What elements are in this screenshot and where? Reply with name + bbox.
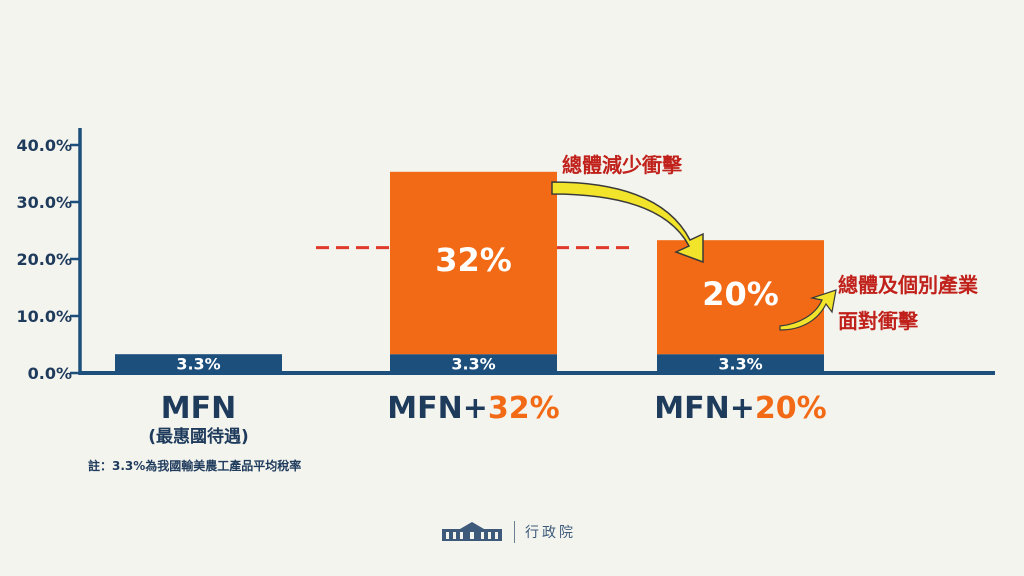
arrow-icon (551, 181, 704, 264)
y-tick-label: 0.0% (28, 364, 72, 383)
category-label: MFN+20% (654, 391, 826, 426)
bar-segment-tariff (390, 171, 557, 355)
category-label: MFN (161, 391, 236, 426)
bar-segment-base (390, 354, 557, 373)
bar-segment-base (657, 354, 824, 373)
bar-segment-base (115, 354, 282, 373)
data-label: 3.3% (176, 355, 220, 374)
data-label: 32% (435, 241, 512, 279)
data-label: 3.3% (451, 355, 495, 374)
annotation-text: 總體及個別產業 (838, 273, 979, 297)
logo-divider (514, 521, 515, 543)
org-name: 行政院 (525, 525, 576, 541)
data-label: 3.3% (718, 355, 762, 374)
executive-yuan-building-icon (442, 522, 502, 541)
annotation-text: 總體減少衝擊 (562, 153, 683, 177)
y-tick-label: 40.0% (16, 136, 72, 155)
annotation-text: 面對衝擊 (838, 309, 919, 333)
footnote: 註：3.3%為我國輸美農工產品平均稅率 (88, 459, 302, 473)
data-label: 20% (702, 275, 779, 313)
org-logo: 行政院 (440, 519, 576, 545)
category-label: MFN+32% (387, 391, 559, 426)
y-tick-label: 10.0% (16, 307, 72, 326)
y-tick-label: 30.0% (16, 193, 72, 212)
category-sublabel: (最惠國待遇) (148, 426, 249, 447)
y-tick-label: 20.0% (16, 250, 72, 269)
bar-segment-tariff (657, 240, 824, 355)
arrow-icon (779, 289, 837, 331)
